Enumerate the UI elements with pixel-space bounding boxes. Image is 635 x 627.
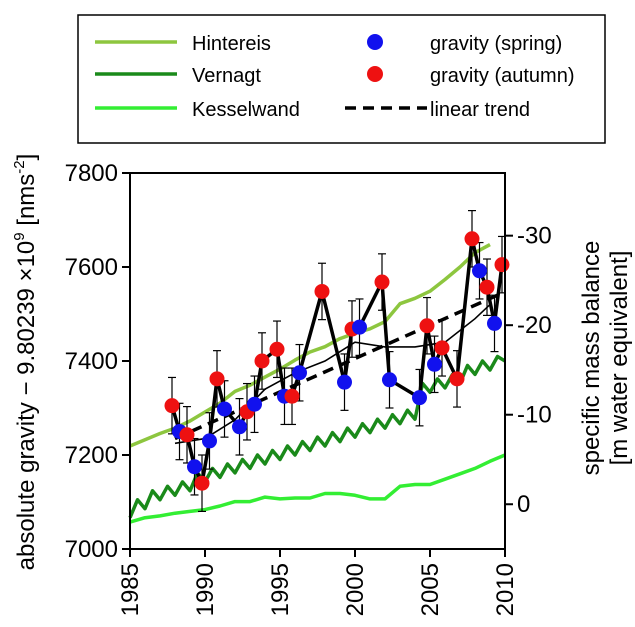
gravity-point-autumn (494, 257, 510, 273)
legend-marker (367, 34, 383, 50)
legend-item-hintereis: Hintereis (95, 33, 271, 55)
gravity-point-spring (427, 356, 442, 372)
legend: Hintereis Vernagt Kesselwand gravity (sprin… (77, 14, 606, 144)
gravity-point-autumn (374, 274, 390, 290)
y-left-tick-label: 7200 (65, 442, 118, 469)
y-axis-right: 0 -10 -20 -30 (505, 223, 552, 518)
x-tick-label: 1995 (267, 563, 294, 616)
gravity-point-spring (382, 372, 397, 388)
y-left-label-main: absolute gravity − 9.80239 ×10 (13, 241, 40, 571)
gravity-point-autumn (314, 283, 330, 299)
x-tick-label: 2005 (417, 563, 444, 616)
plot-area (128, 172, 510, 550)
x-tick-label: 1985 (117, 563, 144, 616)
gravity-point-autumn (464, 231, 480, 247)
gravity-point-spring (352, 319, 367, 335)
legend-label: Kesselwand (192, 99, 300, 121)
x-tick-label: 2000 (342, 563, 369, 616)
gravity-point-autumn (254, 353, 270, 369)
gravity-point-spring (337, 374, 352, 390)
x-tick-label: 1990 (192, 563, 219, 616)
gravity-point-spring (412, 390, 427, 406)
gravity-point-spring (187, 459, 202, 475)
y-left-tick-label: 7000 (65, 536, 118, 563)
gravity-series (164, 210, 510, 512)
y-right-tick-label: -10 (517, 402, 552, 429)
gravity-point-autumn (179, 427, 195, 443)
vernagt-line (128, 354, 506, 519)
y-left-label-unit: [nms (13, 174, 40, 233)
gravity-point-spring (292, 365, 307, 381)
legend-item-autumn: gravity (autumn) (367, 65, 575, 87)
legend-label: gravity (autumn) (430, 65, 575, 87)
y-axis-right-label-line2: [m water equivalent] (606, 251, 633, 466)
y-left-tick-label: 7400 (65, 348, 118, 375)
legend-label: gravity (spring) (430, 33, 562, 55)
y-left-tick-label: 7600 (65, 254, 118, 281)
y-right-tick-label: -30 (517, 223, 552, 250)
gravity-point-autumn (209, 371, 225, 387)
legend-label: Vernagt (192, 65, 261, 87)
y-axis-left-label: absolute gravity − 9.80239 ×109 [nms-2] (11, 154, 40, 571)
x-axis: 1985 1990 1995 2000 2005 2010 (117, 549, 519, 616)
gravity-smoothed-line (174, 304, 491, 445)
legend-item-vernagt: Vernagt (95, 65, 261, 87)
y-axis-left: 7000 7200 7400 7600 7800 (65, 160, 130, 563)
gravity-point-spring (247, 396, 262, 412)
gravity-point-autumn (284, 388, 300, 404)
gravity-trend-line (174, 293, 499, 441)
legend-marker (367, 66, 383, 82)
legend-item-kesselwand: Kesselwand (95, 99, 300, 121)
y-axis-right-label-line1: specific mass balance (578, 241, 605, 476)
gravity-point-spring (487, 315, 502, 331)
gravity-point-autumn (434, 340, 450, 356)
legend-label: linear trend (430, 99, 530, 121)
gravity-point-spring (232, 419, 247, 435)
gravity-point-spring (217, 401, 232, 417)
gravity-point-autumn (164, 398, 180, 414)
gravity-point-spring (202, 433, 217, 449)
y-left-tick-label: 7800 (65, 160, 118, 187)
legend-label: Hintereis (192, 33, 271, 55)
gravity-point-autumn (449, 371, 465, 387)
y-left-label-sup1: 9 (11, 232, 28, 240)
gravity-point-autumn (194, 475, 210, 491)
hintereis-line (129, 243, 491, 448)
legend-item-spring: gravity (spring) (367, 33, 562, 55)
legend-box (77, 14, 606, 144)
mass-balance-series (128, 243, 506, 524)
y-left-label-end: ] (13, 154, 40, 161)
y-right-tick-label: 0 (517, 491, 530, 518)
y-right-tick-label: -20 (517, 312, 552, 339)
kesselwand-line (129, 453, 506, 524)
gravity-point-autumn (419, 318, 435, 334)
gravity-point-autumn (479, 279, 495, 295)
gravity-point-autumn (269, 341, 285, 357)
gravity-point-spring (472, 263, 487, 279)
x-tick-label: 2010 (492, 563, 519, 616)
legend-item-trend: linear trend (345, 99, 530, 121)
y-left-label-sup2: -2 (11, 160, 28, 173)
